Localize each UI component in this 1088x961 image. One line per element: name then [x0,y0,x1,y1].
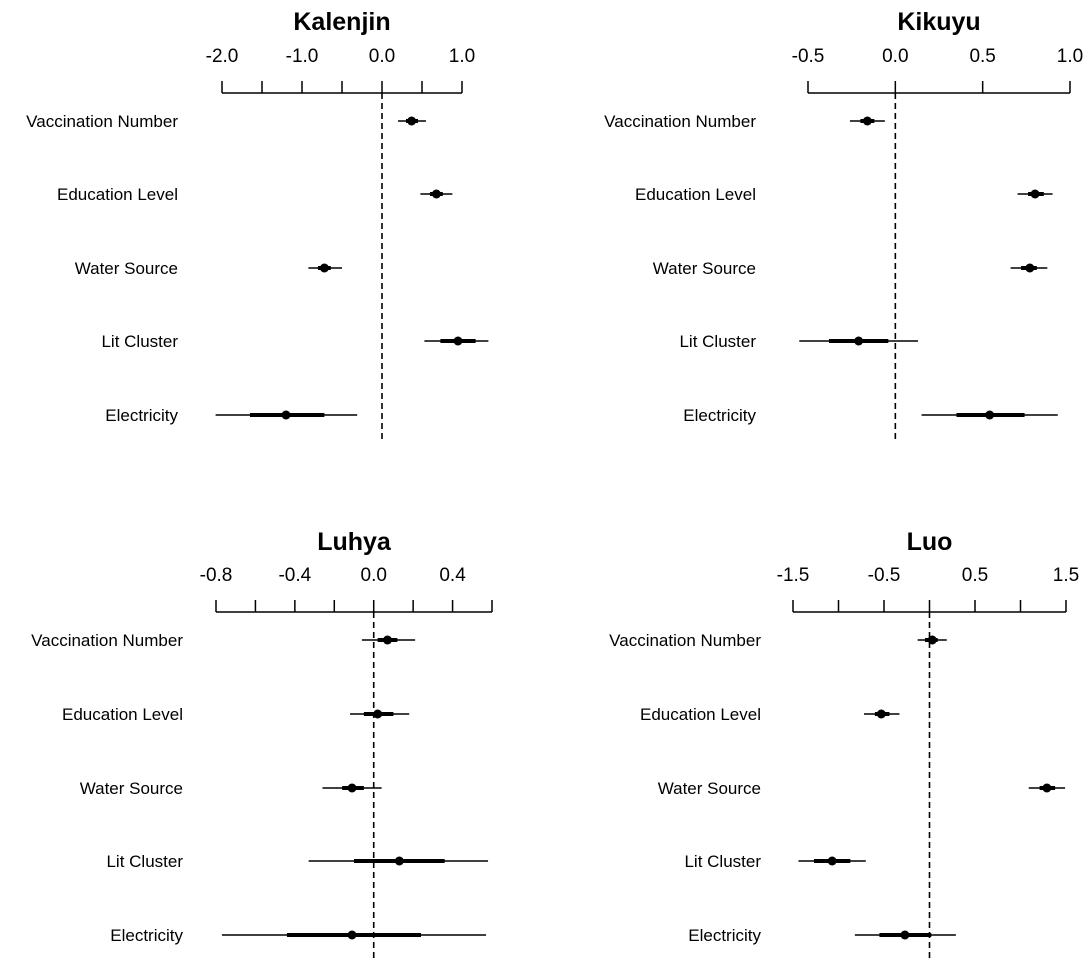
tick-label: 1.5 [1053,565,1079,586]
point-estimate [862,116,872,126]
point-estimate [900,930,910,940]
tick-label: 0.0 [361,565,387,586]
row-label: Lit Cluster [679,332,756,351]
point-estimate [347,930,357,940]
row-label: Water Source [653,259,756,278]
row-label: Education Level [640,705,761,724]
row-label: Vaccination Number [604,112,756,131]
point-estimate [876,709,886,719]
tick-label: -0.8 [200,565,233,586]
point-estimate [1030,189,1040,199]
tick-label: -1.5 [777,565,810,586]
row-label: Vaccination Number [26,112,178,131]
point-estimate [431,189,441,199]
row-label: Education Level [635,185,756,204]
point-estimate [985,410,995,420]
point-estimate [347,783,357,793]
row-label: Lit Cluster [101,332,178,351]
row-label: Lit Cluster [106,852,183,871]
tick-label: 0.5 [962,565,988,586]
row-label: Lit Cluster [684,852,761,871]
row-label: Water Source [80,779,183,798]
point-estimate [927,635,937,645]
point-estimate [383,635,393,645]
point-estimate [1042,783,1052,793]
row-label: Education Level [57,185,178,204]
tick-label: -0.5 [868,565,901,586]
point-estimate [319,263,329,273]
point-estimate [394,856,404,866]
tick-label: 0.4 [439,565,466,586]
tick-label: -1.0 [286,46,319,67]
tick-label: 0.5 [969,46,995,67]
panel-title: Luo [907,528,953,556]
tick-label: 0.0 [369,46,395,67]
tick-label: 1.0 [449,46,475,67]
point-estimate [827,856,837,866]
panel-title: Kalenjin [293,8,390,36]
tick-label: -0.5 [792,46,825,67]
point-estimate [373,709,383,719]
row-label: Education Level [62,705,183,724]
row-label: Water Source [75,259,178,278]
tick-label: 1.0 [1057,46,1083,67]
row-label: Vaccination Number [609,631,761,650]
row-label: Electricity [683,406,756,425]
row-label: Electricity [105,406,178,425]
panel-title: Kikuyu [897,8,980,36]
panel-title: Luhya [317,528,392,556]
row-label: Water Source [658,779,761,798]
tick-label: -0.4 [278,565,311,586]
row-label: Electricity [688,926,761,945]
point-estimate [453,336,463,346]
tick-label: 0.0 [882,46,908,67]
point-estimate [1025,263,1035,273]
point-estimate [407,116,417,126]
tick-label: -2.0 [206,46,239,67]
row-label: Electricity [110,926,183,945]
point-estimate [281,410,291,420]
point-estimate [854,336,864,346]
row-label: Vaccination Number [31,631,183,650]
